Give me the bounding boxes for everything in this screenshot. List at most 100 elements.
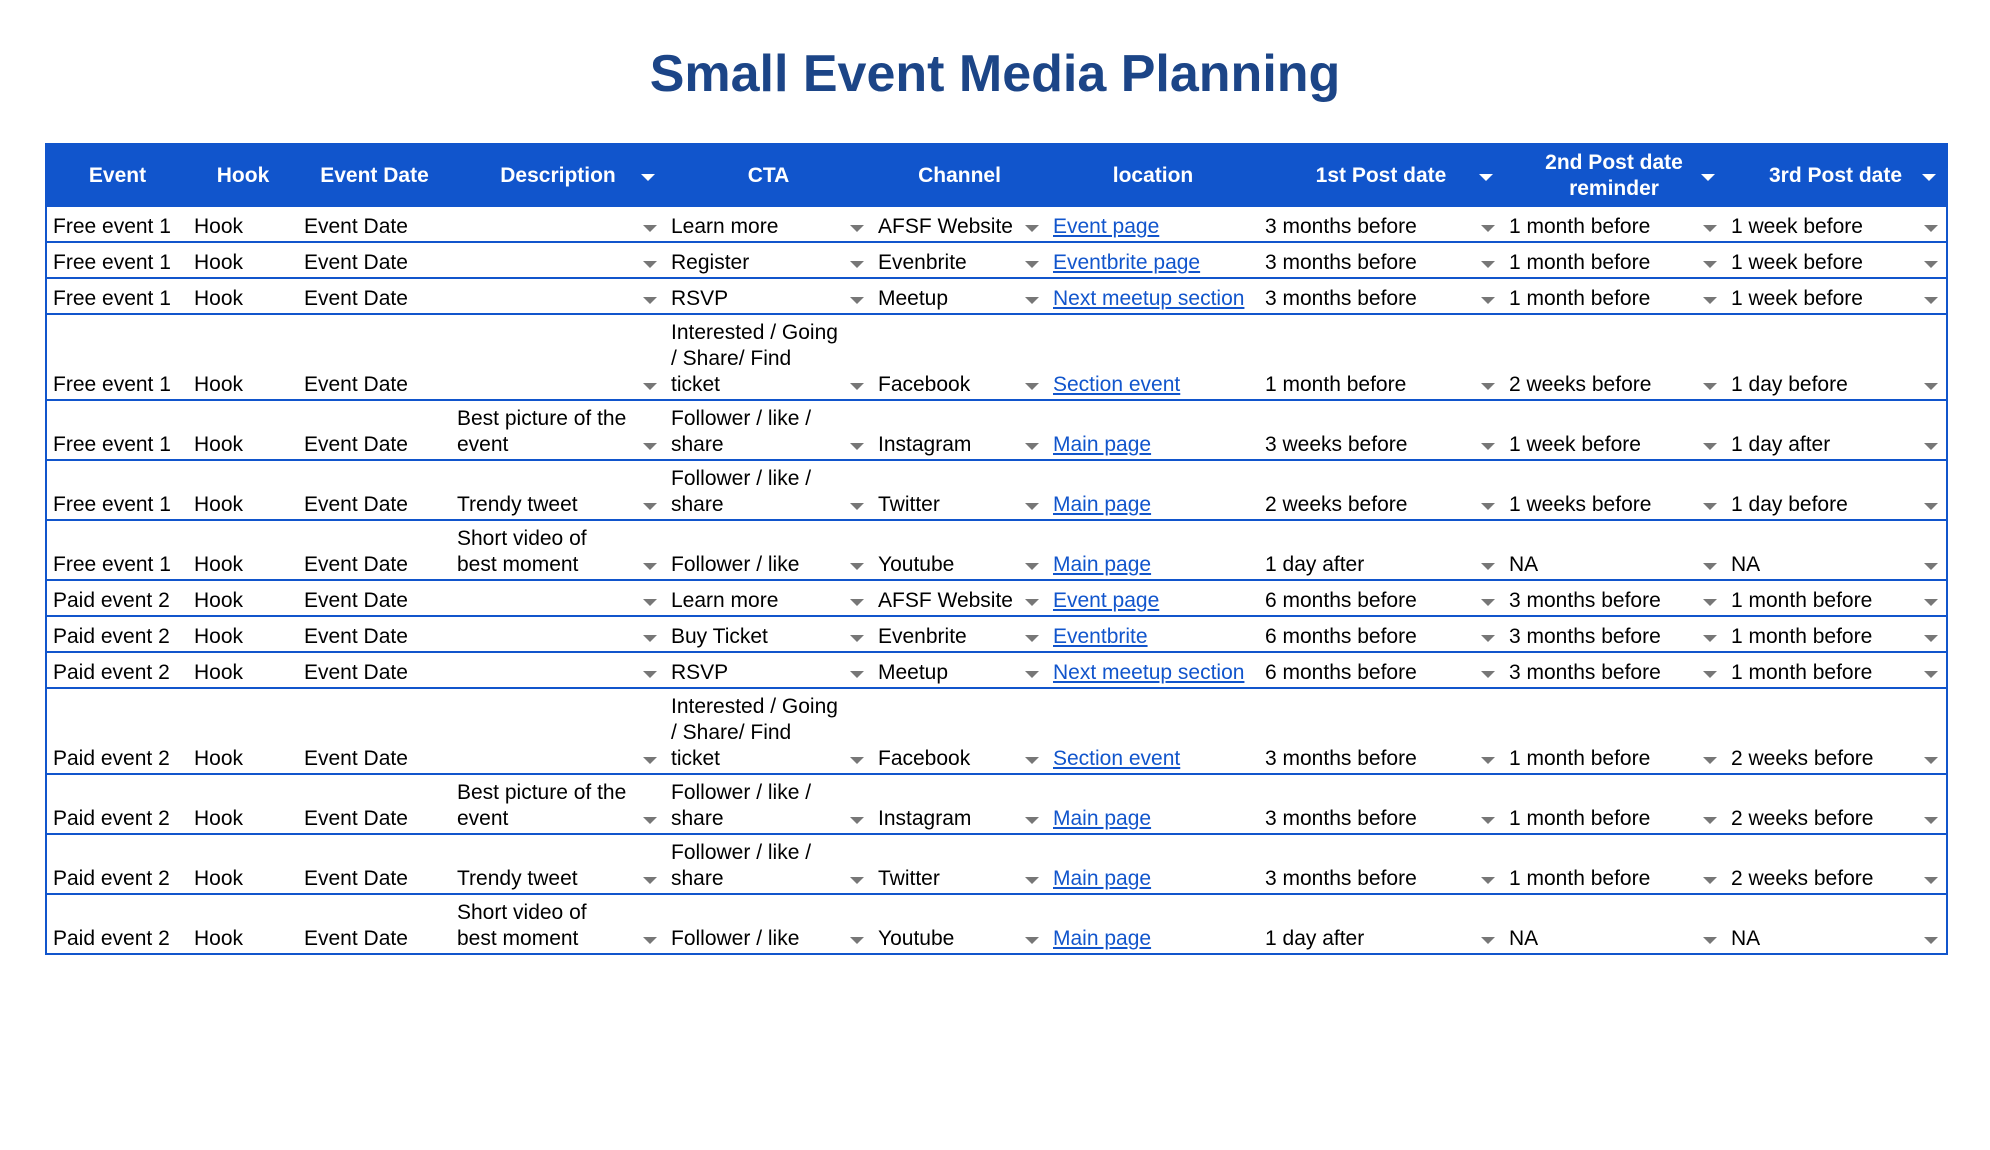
post1-cell[interactable]: 6 months before	[1259, 616, 1503, 653]
event-cell[interactable]: Free event 1	[46, 520, 188, 581]
event-date-cell[interactable]: Event Date	[298, 688, 451, 775]
dropdown-arrow-icon[interactable]	[850, 817, 864, 824]
event-date-cell[interactable]: Event Date	[298, 242, 451, 279]
dropdown-arrow-icon[interactable]	[643, 877, 657, 884]
dropdown-arrow-icon[interactable]	[1924, 817, 1938, 824]
column-header-event-date[interactable]: Event Date	[298, 144, 451, 207]
dropdown-arrow-icon[interactable]	[643, 757, 657, 764]
location-link[interactable]: Eventbrite page	[1053, 251, 1201, 274]
column-header-1st-post-date[interactable]: 1st Post date	[1259, 144, 1503, 207]
dropdown-arrow-icon[interactable]	[1025, 383, 1039, 390]
dropdown-arrow-icon[interactable]	[1481, 671, 1495, 678]
event-cell[interactable]: Paid event 2	[46, 774, 188, 835]
hook-cell[interactable]: Hook	[188, 460, 298, 521]
location-link[interactable]: Main page	[1053, 807, 1152, 830]
post3-cell[interactable]: 1 week before	[1725, 278, 1947, 315]
cta-cell[interactable]: RSVP	[665, 278, 872, 315]
description-cell[interactable]	[451, 688, 665, 775]
post3-cell[interactable]: NA	[1725, 894, 1947, 955]
event-cell[interactable]: Paid event 2	[46, 616, 188, 653]
dropdown-arrow-icon[interactable]	[1703, 563, 1717, 570]
dropdown-arrow-icon[interactable]	[643, 503, 657, 510]
dropdown-arrow-icon[interactable]	[1924, 443, 1938, 450]
dropdown-arrow-icon[interactable]	[1703, 817, 1717, 824]
event-cell[interactable]: Free event 1	[46, 400, 188, 461]
column-header-2nd-post-date[interactable]: 2nd Post date reminder	[1503, 144, 1725, 207]
dropdown-arrow-icon[interactable]	[1703, 443, 1717, 450]
event-cell[interactable]: Paid event 2	[46, 894, 188, 955]
dropdown-arrow-icon[interactable]	[1481, 817, 1495, 824]
dropdown-arrow-icon[interactable]	[1025, 757, 1039, 764]
dropdown-arrow-icon[interactable]	[850, 261, 864, 268]
dropdown-arrow-icon[interactable]	[1703, 635, 1717, 642]
dropdown-arrow-icon[interactable]	[850, 757, 864, 764]
post2-cell[interactable]: 1 weeks before	[1503, 460, 1725, 521]
channel-cell[interactable]: Facebook	[872, 688, 1047, 775]
dropdown-arrow-icon[interactable]	[1924, 297, 1938, 304]
post1-cell[interactable]: 3 months before	[1259, 688, 1503, 775]
cta-cell[interactable]: Learn more	[665, 580, 872, 617]
post3-cell[interactable]: 1 day before	[1725, 460, 1947, 521]
filter-dropdown-icon[interactable]	[1479, 174, 1493, 181]
dropdown-arrow-icon[interactable]	[1703, 937, 1717, 944]
dropdown-arrow-icon[interactable]	[643, 671, 657, 678]
cta-cell[interactable]: Interested / Going / Share/ Find ticket	[665, 314, 872, 401]
channel-cell[interactable]: Twitter	[872, 834, 1047, 895]
channel-cell[interactable]: Instagram	[872, 400, 1047, 461]
location-link[interactable]: Main page	[1053, 927, 1152, 950]
event-date-cell[interactable]: Event Date	[298, 894, 451, 955]
cta-cell[interactable]: Register	[665, 242, 872, 279]
post2-cell[interactable]: 3 months before	[1503, 652, 1725, 689]
column-header-location[interactable]: location	[1047, 144, 1259, 207]
post3-cell[interactable]: 1 day before	[1725, 314, 1947, 401]
post2-cell[interactable]: 1 month before	[1503, 834, 1725, 895]
dropdown-arrow-icon[interactable]	[1025, 297, 1039, 304]
post3-cell[interactable]: 1 day after	[1725, 400, 1947, 461]
location-link[interactable]: Main page	[1053, 493, 1152, 516]
description-cell[interactable]: Short video of best moment	[451, 894, 665, 955]
post3-cell[interactable]: 1 month before	[1725, 616, 1947, 653]
dropdown-arrow-icon[interactable]	[1481, 877, 1495, 884]
hook-cell[interactable]: Hook	[188, 774, 298, 835]
description-cell[interactable]	[451, 580, 665, 617]
hook-cell[interactable]: Hook	[188, 688, 298, 775]
event-cell[interactable]: Paid event 2	[46, 580, 188, 617]
post2-cell[interactable]: 2 weeks before	[1503, 314, 1725, 401]
hook-cell[interactable]: Hook	[188, 894, 298, 955]
dropdown-arrow-icon[interactable]	[1481, 757, 1495, 764]
event-cell[interactable]: Free event 1	[46, 278, 188, 315]
dropdown-arrow-icon[interactable]	[850, 563, 864, 570]
location-link[interactable]: Next meetup section	[1053, 287, 1245, 310]
dropdown-arrow-icon[interactable]	[1481, 599, 1495, 606]
dropdown-arrow-icon[interactable]	[1703, 261, 1717, 268]
dropdown-arrow-icon[interactable]	[850, 937, 864, 944]
dropdown-arrow-icon[interactable]	[1924, 937, 1938, 944]
dropdown-arrow-icon[interactable]	[1703, 297, 1717, 304]
channel-cell[interactable]: Instagram	[872, 774, 1047, 835]
description-cell[interactable]: Trendy tweet	[451, 460, 665, 521]
post3-cell[interactable]: NA	[1725, 520, 1947, 581]
dropdown-arrow-icon[interactable]	[1924, 383, 1938, 390]
event-date-cell[interactable]: Event Date	[298, 616, 451, 653]
channel-cell[interactable]: Youtube	[872, 520, 1047, 581]
post1-cell[interactable]: 1 day after	[1259, 520, 1503, 581]
channel-cell[interactable]: Facebook	[872, 314, 1047, 401]
dropdown-arrow-icon[interactable]	[850, 635, 864, 642]
dropdown-arrow-icon[interactable]	[1924, 635, 1938, 642]
channel-cell[interactable]: Evenbrite	[872, 616, 1047, 653]
post1-cell[interactable]: 3 months before	[1259, 834, 1503, 895]
dropdown-arrow-icon[interactable]	[850, 443, 864, 450]
cta-cell[interactable]: Follower / like / share	[665, 834, 872, 895]
description-cell[interactable]: Best picture of the event	[451, 400, 665, 461]
dropdown-arrow-icon[interactable]	[850, 671, 864, 678]
post1-cell[interactable]: 3 months before	[1259, 207, 1503, 243]
hook-cell[interactable]: Hook	[188, 616, 298, 653]
post2-cell[interactable]: 1 month before	[1503, 278, 1725, 315]
post2-cell[interactable]: 1 month before	[1503, 242, 1725, 279]
dropdown-arrow-icon[interactable]	[1924, 503, 1938, 510]
hook-cell[interactable]: Hook	[188, 278, 298, 315]
post3-cell[interactable]: 2 weeks before	[1725, 834, 1947, 895]
location-link[interactable]: Section event	[1053, 373, 1181, 396]
post1-cell[interactable]: 6 months before	[1259, 652, 1503, 689]
column-header-event[interactable]: Event	[46, 144, 188, 207]
